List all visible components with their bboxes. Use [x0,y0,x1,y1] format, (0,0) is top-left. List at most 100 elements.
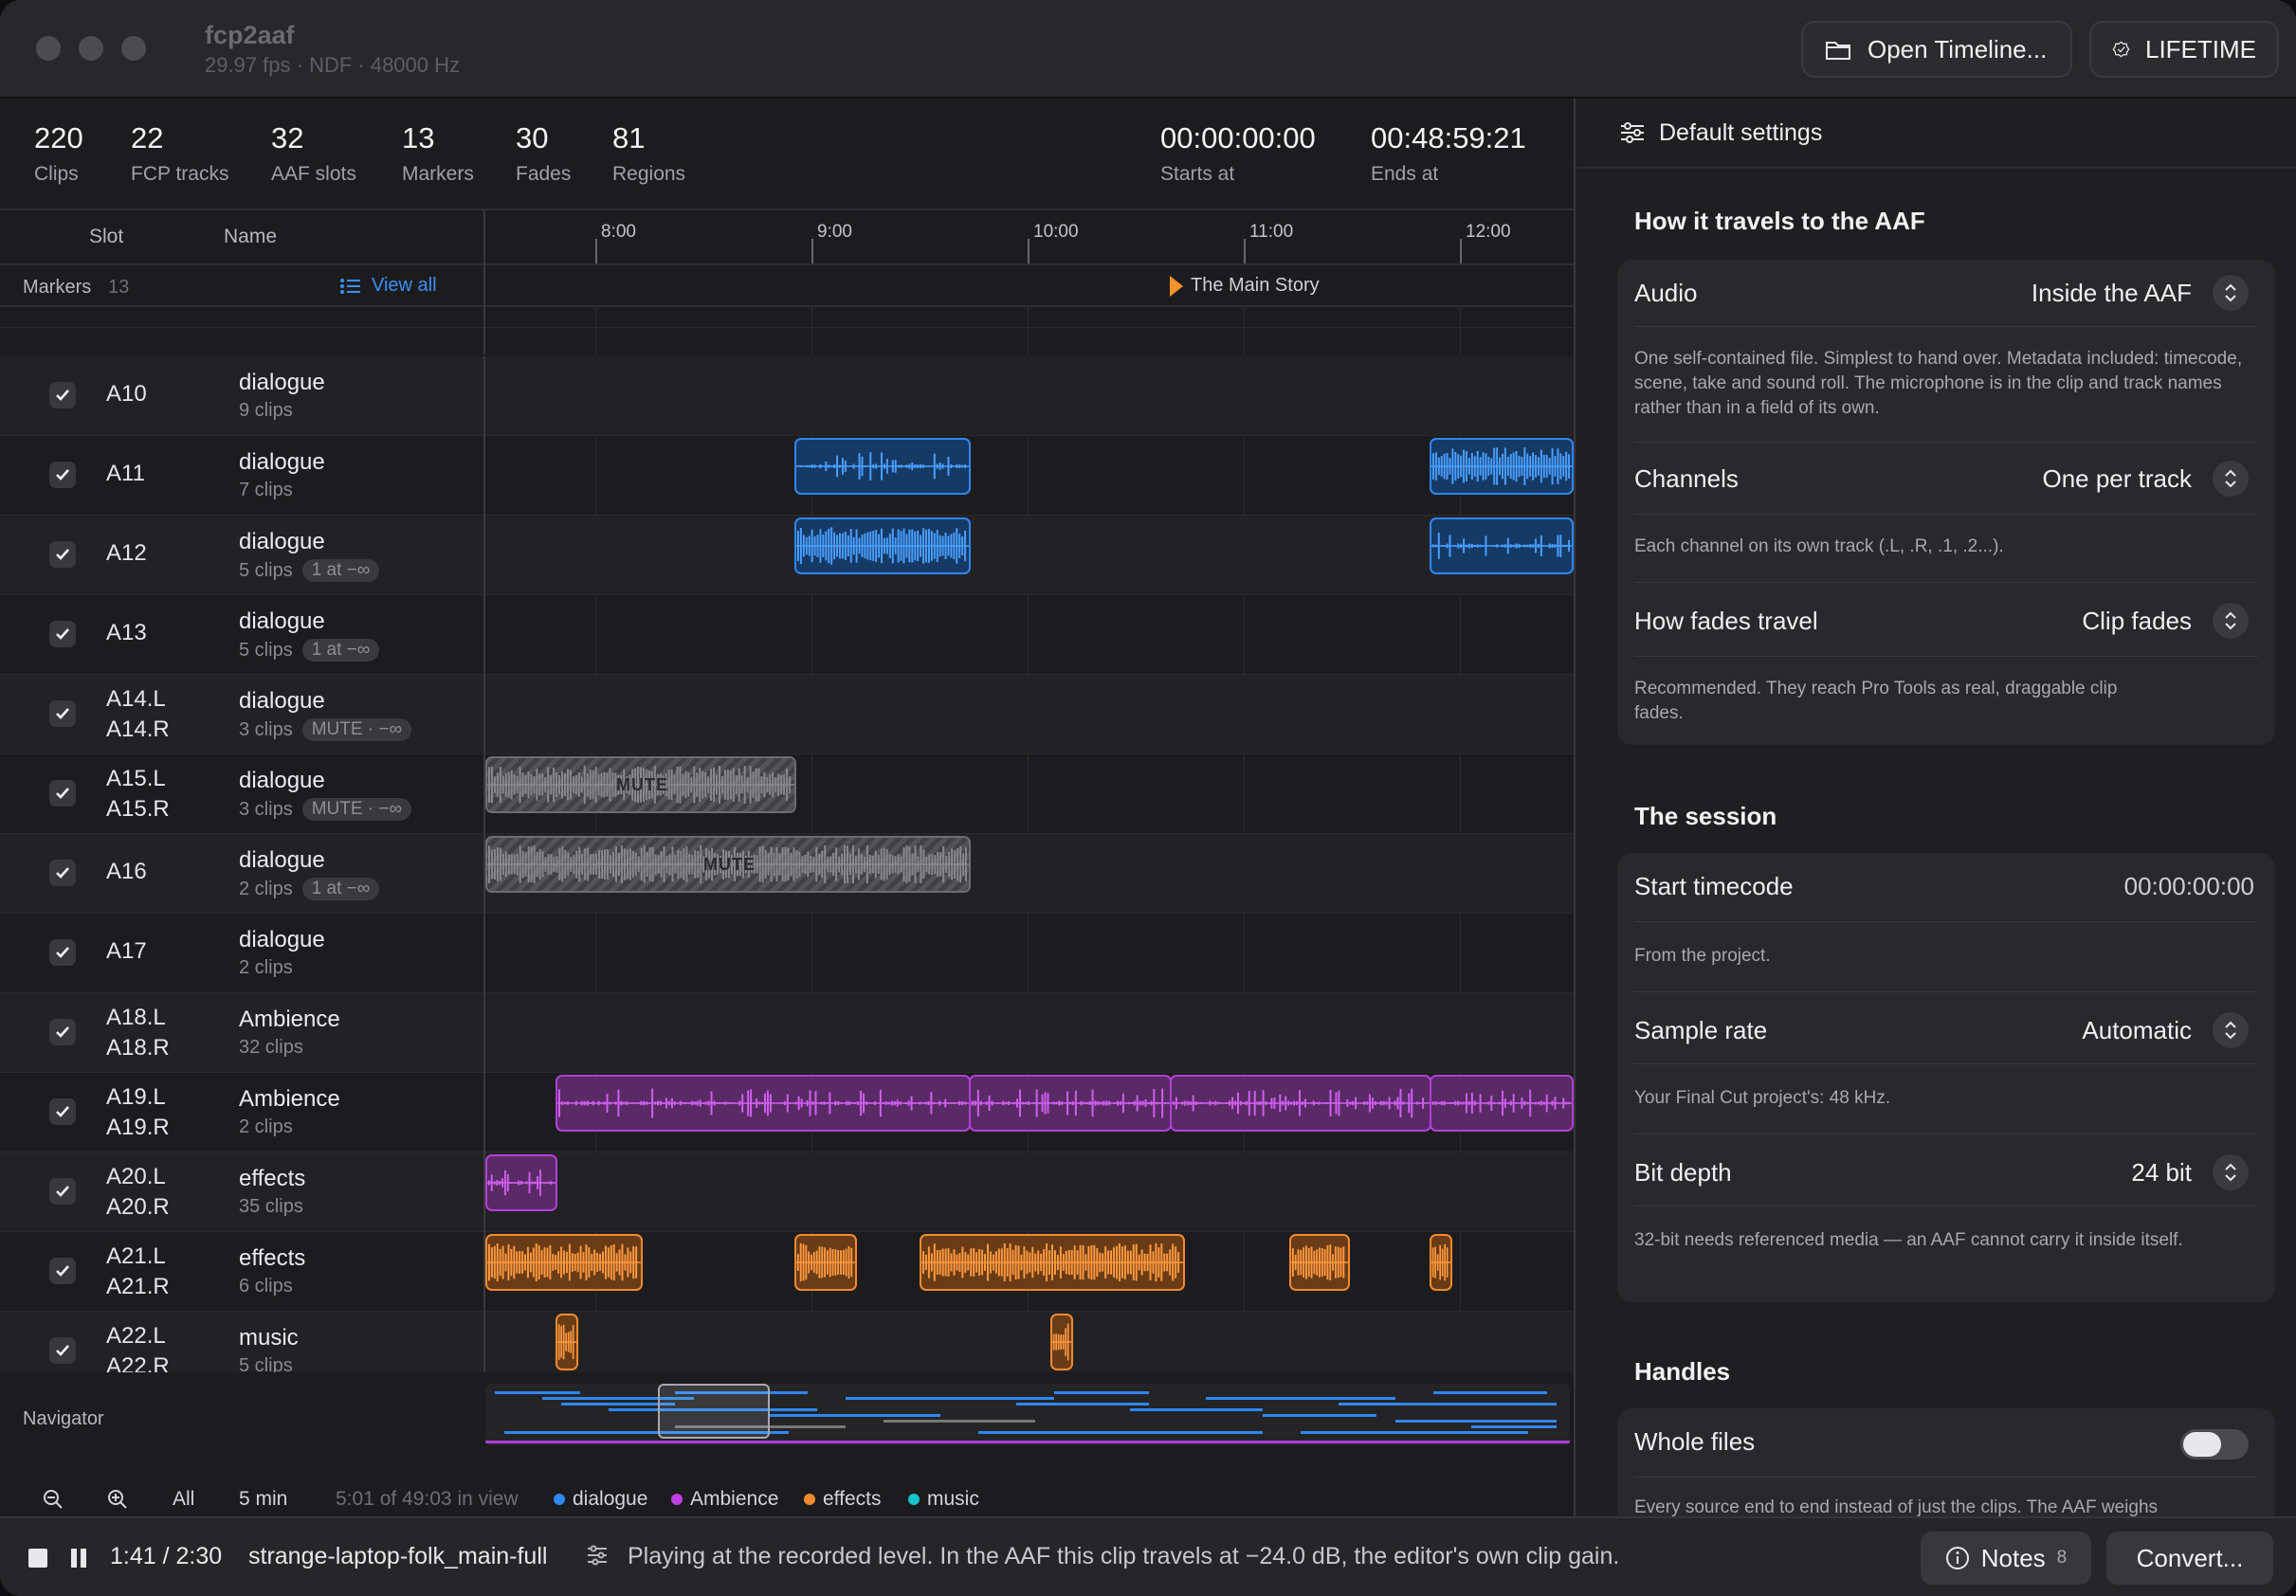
zoom-window-button[interactable] [121,36,146,61]
track-slot: A10 [106,381,147,407]
audio-clip[interactable] [1430,438,1574,495]
track-enabled-checkbox[interactable] [49,382,76,408]
navigator-view-window[interactable] [658,1384,770,1439]
audio-clip[interactable] [1050,1314,1073,1370]
track-header[interactable]: A9.R 3 clips MUTE · −∞ [0,307,485,354]
track-clip-info: 6 clips [239,1276,293,1297]
divider [1634,582,2258,583]
track-enabled-checkbox[interactable] [49,860,76,886]
stop-button[interactable] [28,1547,47,1574]
pause-button[interactable] [70,1547,87,1574]
track-header[interactable]: A15.L A15.R dialogue 3 clips MUTE · −∞ [0,754,485,834]
track-row[interactable]: A15.L A15.R dialogue 3 clips MUTE · −∞ [0,754,1574,834]
open-timeline-button[interactable]: Open Timeline... [1801,21,2072,78]
audio-clip[interactable] [794,1234,857,1291]
track-slot-right: A22.R [106,1353,170,1372]
track-enabled-checkbox[interactable] [49,1337,76,1364]
track-header[interactable]: A10 dialogue 9 clips [0,356,485,436]
track-enabled-checkbox[interactable] [49,621,76,647]
audio-clip[interactable]: MUTE [485,836,971,893]
audio-clip[interactable] [1170,1075,1431,1132]
audio-clip[interactable] [556,1314,578,1370]
bit-depth-setting[interactable]: Bit depth 24 bit [1634,1139,2258,1206]
sample-rate-stepper[interactable] [2213,1012,2249,1048]
track-row[interactable]: A17 dialogue 2 clips [0,914,1574,993]
track-header[interactable]: A16 dialogue 2 clips 1 at −∞ [0,834,485,914]
track-header[interactable]: A19.L A19.R Ambience 2 clips [0,1073,485,1152]
track-enabled-checkbox[interactable] [49,541,76,568]
track-row[interactable]: A14.L A14.R dialogue 3 clips MUTE · −∞ [0,675,1574,754]
minimize-window-button[interactable] [79,36,103,61]
track-row[interactable]: A22.L A22.R music 5 clips [0,1312,1574,1372]
audio-stepper[interactable] [2213,275,2249,311]
track-enabled-checkbox[interactable] [49,1098,76,1125]
track-header[interactable]: A21.L A21.R effects 6 clips [0,1232,485,1312]
track-header[interactable]: A14.L A14.R dialogue 3 clips MUTE · −∞ [0,675,485,754]
track-row[interactable]: A10 dialogue 9 clips [0,356,1574,436]
track-row[interactable]: A11 dialogue 7 clips [0,436,1574,516]
audio-clip[interactable] [920,1234,1185,1291]
track-row[interactable]: A20.L A20.R effects 35 clips [0,1152,1574,1232]
audio-clip[interactable] [1430,517,1574,574]
track-header[interactable]: A20.L A20.R effects 35 clips [0,1152,485,1232]
audio-clip[interactable] [485,1154,557,1211]
track-enabled-checkbox[interactable] [49,939,76,966]
track-header[interactable]: A13 dialogue 5 clips 1 at −∞ [0,595,485,675]
channels-stepper[interactable] [2213,461,2249,497]
slot-column-header[interactable]: Slot [89,226,124,247]
track-enabled-checkbox[interactable] [49,780,76,807]
audio-clip[interactable]: MUTE [485,756,796,813]
track-enabled-checkbox[interactable] [49,462,76,488]
whole-files-setting[interactable]: Whole files [1634,1408,2258,1475]
zoom-bar: All 5 min 5:01 of 49:03 in view dialogue… [0,1480,1574,1520]
track-row[interactable]: A12 dialogue 5 clips 1 at −∞ [0,516,1574,595]
convert-button[interactable]: Convert... [2106,1532,2273,1585]
bit-depth-stepper[interactable] [2213,1154,2249,1190]
channels-setting[interactable]: Channels One per track [1634,445,2258,512]
audio-clip[interactable] [969,1075,1172,1132]
zoom-in-button[interactable] [106,1488,129,1516]
track-row[interactable]: A13 dialogue 5 clips 1 at −∞ [0,595,1574,675]
license-button[interactable]: LIFETIME [2089,21,2279,78]
audio-clip[interactable] [1289,1234,1350,1291]
navigator-overview[interactable] [485,1384,1570,1446]
time-ruler[interactable]: 8:00 9:00 10:00 11:00 12:00 [485,210,1574,265]
zoom-out-button[interactable] [42,1488,64,1516]
view-all-markers-button[interactable]: View all [339,275,437,297]
fades-setting[interactable]: How fades travel Clip fades [1634,588,2258,654]
track-header[interactable]: A11 dialogue 7 clips [0,436,485,516]
track-enabled-checkbox[interactable] [49,1178,76,1205]
close-window-button[interactable] [36,36,61,61]
audio-setting[interactable]: Audio Inside the AAF [1634,260,2258,326]
audio-clip[interactable] [485,1234,643,1291]
fades-stepper[interactable] [2213,603,2249,639]
audio-clip[interactable] [1430,1234,1452,1291]
track-header[interactable]: A18.L A18.R Ambience 32 clips [0,993,485,1073]
audio-clip[interactable] [556,1075,971,1132]
audio-clip[interactable] [794,438,971,495]
whole-files-toggle[interactable] [2180,1429,2249,1460]
track-header[interactable]: A17 dialogue 2 clips [0,914,485,993]
zoom-5min-button[interactable]: 5 min [239,1488,288,1510]
notes-button[interactable]: Notes 8 [1921,1532,2091,1585]
track-row[interactable]: A18.L A18.R Ambience 32 clips [0,993,1574,1073]
track-row[interactable]: A9.R 3 clips MUTE · −∞ [0,307,1574,354]
track-header[interactable]: A22.L A22.R music 5 clips [0,1312,485,1372]
track-row[interactable]: A19.L A19.R Ambience 2 clips [0,1073,1574,1152]
start-timecode-value[interactable]: 00:00:00:00 [2123,872,2254,900]
track-header[interactable]: A12 dialogue 5 clips 1 at −∞ [0,516,485,595]
name-column-header[interactable]: Name [224,226,278,247]
start-timecode-setting[interactable]: Start timecode 00:00:00:00 [1634,853,2258,919]
track-clip-count: 6 clips [239,1276,293,1297]
timeline-marker[interactable]: The Main Story [1170,275,1320,297]
default-settings-header[interactable]: Default settings [1576,99,2296,169]
audio-clip[interactable] [1430,1075,1574,1132]
track-row[interactable]: A21.L A21.R effects 6 clips [0,1232,1574,1312]
track-enabled-checkbox[interactable] [49,1019,76,1045]
sample-rate-setting[interactable]: Sample rate Automatic [1634,997,2258,1063]
session-settings-card: Start timecode 00:00:00:00 From the proj… [1617,853,2275,1302]
track-enabled-checkbox[interactable] [49,700,76,727]
zoom-all-button[interactable]: All [173,1488,195,1510]
audio-clip[interactable] [794,517,971,574]
track-enabled-checkbox[interactable] [49,1258,76,1284]
